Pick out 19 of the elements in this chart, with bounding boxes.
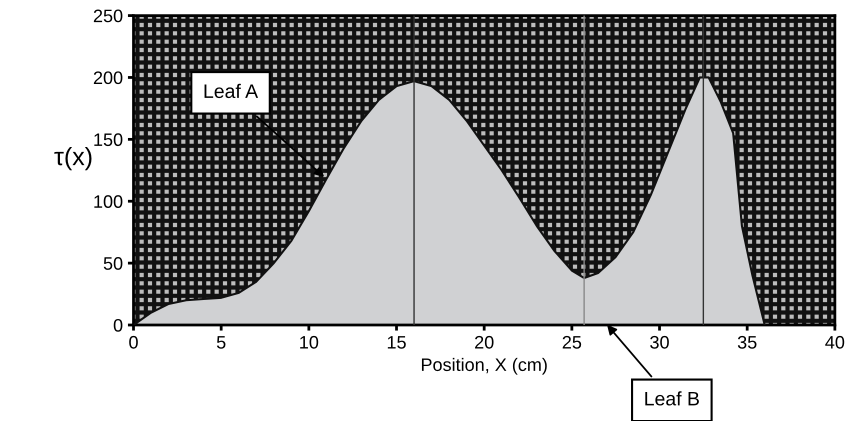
x-tick-label: 5 <box>216 336 226 349</box>
y-tick-label: 100 <box>94 195 122 208</box>
annotation: Leaf A <box>204 84 258 98</box>
x-tick-label: 10 <box>300 336 318 349</box>
y-tick-label: 250 <box>94 10 122 22</box>
y-tick-label: 150 <box>94 133 122 146</box>
x-tick-label: 35 <box>738 336 756 349</box>
x-tick-label: 25 <box>562 336 582 349</box>
y-tick-label: 200 <box>94 71 122 84</box>
y-tick-label: 50 <box>104 257 122 270</box>
x-tick-label: 30 <box>650 336 669 349</box>
x-tick-label: 15 <box>388 336 406 349</box>
x-axis-title: Position, X (cm) <box>422 358 547 375</box>
x-tick-label: 20 <box>475 336 494 349</box>
x-tick-label: 0 <box>129 336 138 349</box>
annotation: Leaf B <box>645 391 699 406</box>
y-axis-title: τ(x) <box>54 146 92 170</box>
x-tick-label: 40 <box>825 336 844 349</box>
y-tick-label: 0 <box>114 318 122 332</box>
